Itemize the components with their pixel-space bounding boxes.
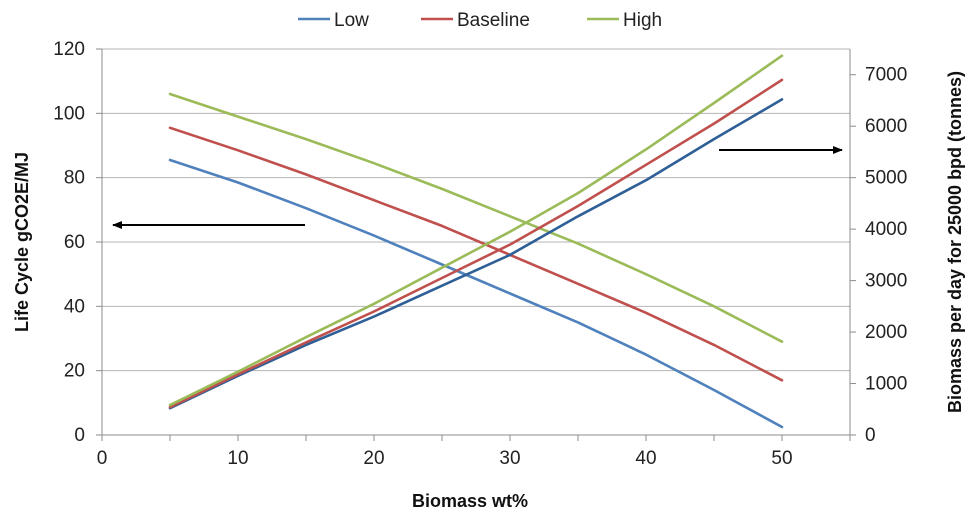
legend-label: Low bbox=[334, 10, 369, 31]
series-line-high-left bbox=[168, 92, 784, 344]
series-line-baseline-right bbox=[168, 78, 784, 409]
y-right-tick-label: 5000 bbox=[865, 168, 907, 189]
series-line-high-right bbox=[168, 54, 784, 407]
y-right-tick-label: 4000 bbox=[865, 219, 907, 240]
y-right-tick-label: 3000 bbox=[865, 271, 907, 292]
x-tick-label: 10 bbox=[227, 448, 248, 469]
series-lines bbox=[168, 54, 784, 429]
x-tick-label: 0 bbox=[97, 448, 108, 469]
x-axis-title: Biomass wt% bbox=[412, 491, 528, 511]
legend-item-baseline: Baseline bbox=[421, 10, 530, 31]
x-tick-label: 50 bbox=[771, 448, 792, 469]
y-left-tick-label: 40 bbox=[64, 296, 85, 317]
series-line-low-left bbox=[168, 158, 784, 429]
y-right-tick-label: 6000 bbox=[865, 116, 907, 137]
legend-label: High bbox=[623, 10, 662, 31]
x-tick-label: 20 bbox=[363, 448, 384, 469]
y-left-tick-label: 80 bbox=[64, 168, 85, 189]
y-axis-right-title: Biomass per day for 25000 bpd (tonnes) bbox=[945, 71, 965, 413]
legend-label: Baseline bbox=[457, 10, 530, 31]
y-left-tick-label: 20 bbox=[64, 361, 85, 382]
y-right-tick-label: 7000 bbox=[865, 65, 907, 86]
y-right-tick-label: 0 bbox=[865, 425, 876, 446]
y-left-tick-label: 60 bbox=[64, 232, 85, 253]
y-right-tick-label: 2000 bbox=[865, 322, 907, 343]
x-tick-label: 30 bbox=[499, 448, 520, 469]
y-left-tick-label: 120 bbox=[53, 39, 85, 60]
axes: 0 10 20 30 40 50 0 20 40 60 80 100 120 0 1000 2000 3000 4… bbox=[53, 39, 907, 469]
legend-item-low: Low bbox=[298, 10, 369, 31]
legend: Low Baseline High bbox=[298, 10, 662, 31]
series-line-baseline-left bbox=[168, 126, 784, 382]
annotation-arrows bbox=[112, 146, 843, 229]
y-axis-left-title: Life Cycle gCO2E/MJ bbox=[12, 152, 32, 332]
y-left-tick-label: 0 bbox=[74, 425, 85, 446]
gridlines bbox=[102, 48, 850, 372]
legend-item-high: High bbox=[587, 10, 662, 31]
y-left-tick-label: 100 bbox=[53, 103, 85, 124]
x-tick-label: 40 bbox=[635, 448, 656, 469]
y-right-tick-label: 1000 bbox=[865, 374, 907, 395]
series-line-low-right bbox=[168, 98, 784, 410]
